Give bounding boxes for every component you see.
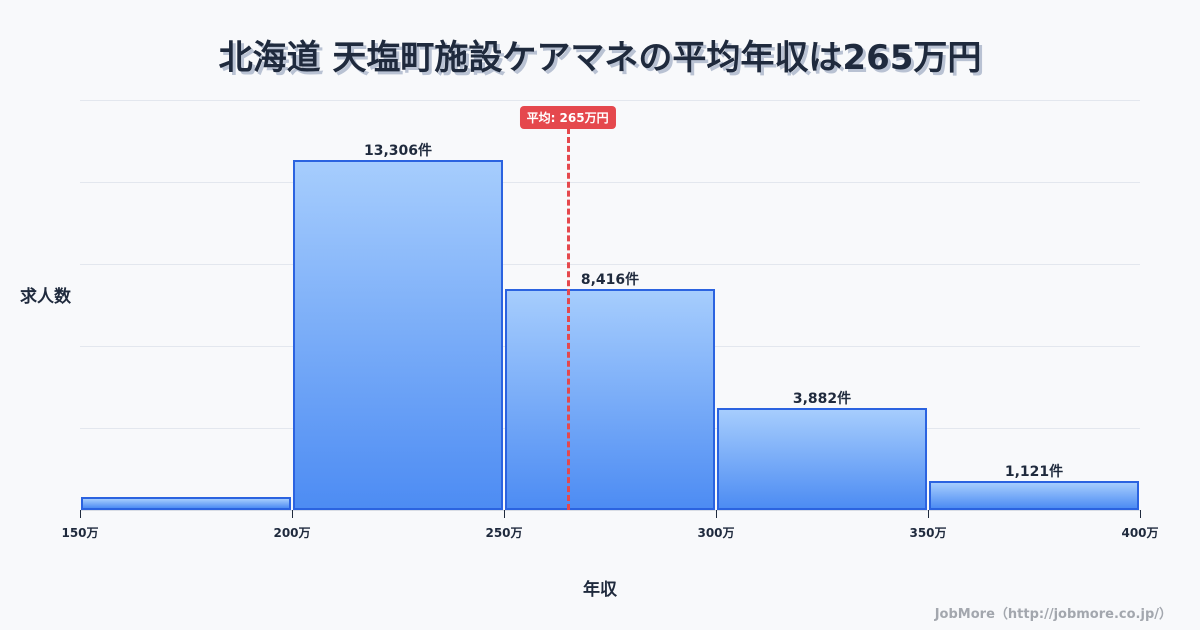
x-tick [928,510,929,518]
mean-badge: 平均: 265万円 [519,106,616,129]
x-tick [292,510,293,518]
x-tick [1140,510,1141,518]
x-tick-label: 350万 [909,526,947,540]
histogram-bar [81,496,291,510]
x-tick [80,510,81,518]
grid-line [80,100,1140,101]
histogram-bar [717,407,927,510]
bar-value-label: 13,306件 [363,143,433,160]
grid-line [80,182,1140,183]
x-tick [716,510,717,518]
plot-area: 13,306件 8,416件 3,882件 1,121件 150万 200万 250万 30… [61,100,1159,540]
x-tick-label: 300万 [697,526,735,540]
histogram-bar [293,160,503,510]
x-axis-label: 年収 [583,580,617,600]
histogram-bar [929,480,1139,510]
chart-title: 北海道 天塩町施設ケアマネの平均年収は265万円 [218,38,982,78]
bar-value-label: 1,121件 [1004,463,1064,480]
mean-line [566,128,570,510]
grid-line [80,264,1140,265]
x-tick-label: 150万 [61,526,99,540]
x-tick-label: 400万 [1121,526,1159,540]
bar-value-label: 3,882件 [792,390,852,407]
bar-value-label: 8,416件 [580,271,640,288]
x-tick-label: 250万 [485,526,523,540]
x-tick [504,510,505,518]
x-axis-line [80,510,1140,511]
source-credit: JobMore（http://jobmore.co.jp/） [934,607,1172,622]
histogram-bar [505,288,715,510]
y-axis-label: 求人数 [20,287,71,307]
x-tick-label: 200万 [273,526,311,540]
